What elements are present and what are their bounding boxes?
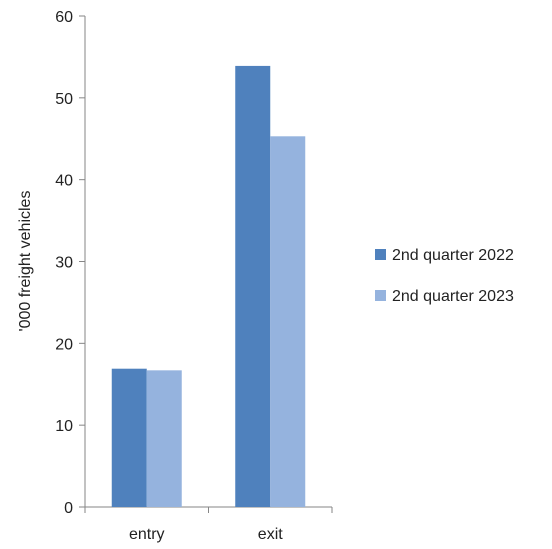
y-axis: 0 10 20 30 40 50 60 <box>55 9 86 517</box>
legend-item: 2nd quarter 2023 <box>375 288 514 305</box>
bar-entry-series-2 <box>146 370 182 507</box>
bars <box>111 65 306 508</box>
y-tick-label: 60 <box>55 9 73 26</box>
legend: 2nd quarter 2022 2nd quarter 2023 <box>375 247 514 305</box>
y-axis-title: '000 freight vehicles <box>17 191 34 332</box>
y-tick-label: 10 <box>55 418 73 435</box>
x-tick-label: exit <box>258 526 283 543</box>
legend-label: 2nd quarter 2022 <box>392 247 514 264</box>
legend-swatch <box>375 290 386 301</box>
y-tick-label: 50 <box>55 91 73 108</box>
x-tick-label: entry <box>129 526 165 543</box>
bar-entry-series-1 <box>111 368 147 507</box>
y-tick-label: 30 <box>55 255 73 272</box>
legend-swatch <box>375 249 386 260</box>
bar-exit-series-2 <box>270 136 306 508</box>
bar-exit-series-1 <box>235 65 271 507</box>
y-tick-label: 0 <box>64 500 73 517</box>
y-tick-label: 20 <box>55 336 73 353</box>
y-tick-label: 40 <box>55 173 73 190</box>
legend-item: 2nd quarter 2022 <box>375 247 514 264</box>
legend-label: 2nd quarter 2023 <box>392 288 514 305</box>
x-axis: entry exit <box>84 506 333 543</box>
